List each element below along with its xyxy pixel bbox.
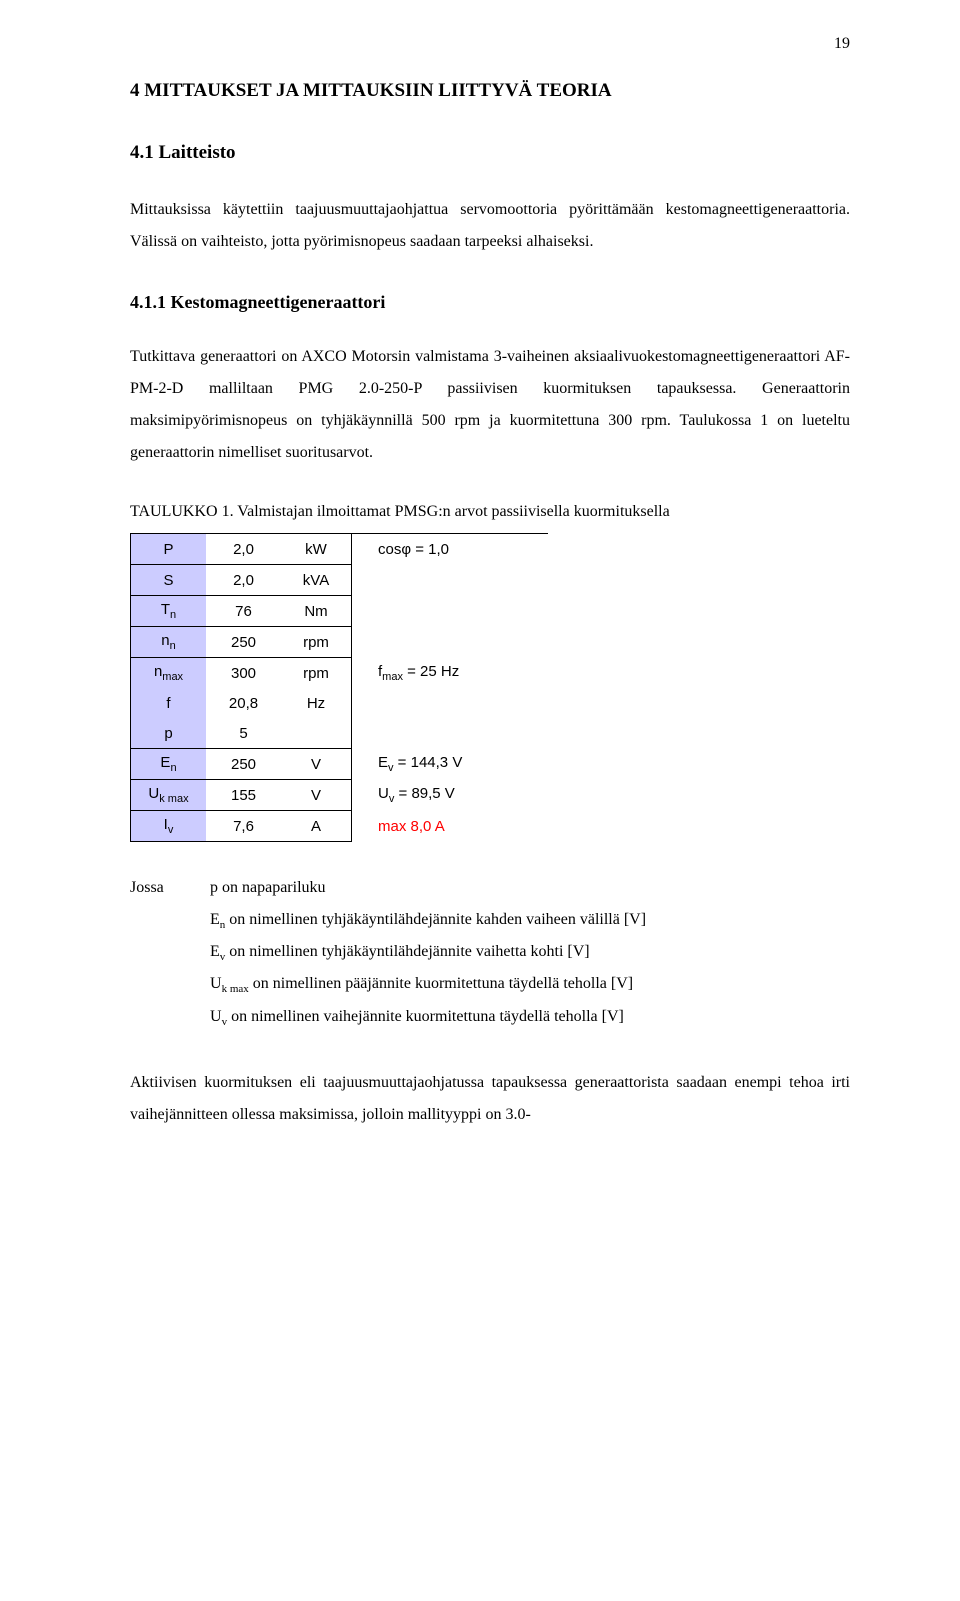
cell-symbol: p bbox=[131, 718, 207, 749]
paragraph-body: Tutkittava generaattori on AXCO Motorsin… bbox=[130, 341, 850, 469]
document-page: 19 4 MITTAUKSET JA MITTAUKSIIN LIITTYVÄ … bbox=[0, 0, 960, 1601]
definition-row: En on nimellinen tyhjäkäyntilähdejännite… bbox=[130, 904, 850, 936]
cell-unit bbox=[281, 718, 352, 749]
cell-value: 300 bbox=[206, 658, 281, 689]
cell-extra bbox=[352, 565, 549, 596]
heading-3: 4.1.1 Kestomagneettigeneraattori bbox=[130, 292, 850, 313]
paragraph-intro: Mittauksissa käytettiin taajuusmuuttajao… bbox=[130, 194, 850, 258]
cell-value: 250 bbox=[206, 627, 281, 658]
cell-extra bbox=[352, 688, 549, 718]
cell-extra: Uv = 89,5 V bbox=[352, 780, 549, 811]
cell-unit: Hz bbox=[281, 688, 352, 718]
definition-lead bbox=[130, 1001, 210, 1033]
cell-value: 250 bbox=[206, 749, 281, 780]
definition-lead bbox=[130, 968, 210, 1000]
cell-unit: kW bbox=[281, 534, 352, 565]
cell-unit: Nm bbox=[281, 596, 352, 627]
cell-symbol: f bbox=[131, 688, 207, 718]
definition-text: Uk max on nimellinen pääjännite kuormite… bbox=[210, 968, 850, 1000]
definition-row: Uk max on nimellinen pääjännite kuormite… bbox=[130, 968, 850, 1000]
cell-value: 155 bbox=[206, 780, 281, 811]
table-row: P2,0kWcosφ = 1,0 bbox=[131, 534, 549, 565]
cell-symbol: Iv bbox=[131, 811, 207, 842]
cell-value: 2,0 bbox=[206, 534, 281, 565]
table-row: p5 bbox=[131, 718, 549, 749]
cell-value: 7,6 bbox=[206, 811, 281, 842]
cell-symbol: En bbox=[131, 749, 207, 780]
definition-text: Ev on nimellinen tyhjäkäyntilähdejännite… bbox=[210, 936, 850, 968]
cell-unit: V bbox=[281, 780, 352, 811]
cell-symbol: Tn bbox=[131, 596, 207, 627]
cell-value: 2,0 bbox=[206, 565, 281, 596]
cell-value: 76 bbox=[206, 596, 281, 627]
definition-row: Ev on nimellinen tyhjäkäyntilähdejännite… bbox=[130, 936, 850, 968]
cell-unit: rpm bbox=[281, 627, 352, 658]
table-caption: TAULUKKO 1. Valmistajan ilmoittamat PMSG… bbox=[130, 503, 850, 521]
cell-unit: kVA bbox=[281, 565, 352, 596]
paragraph-tail: Aktiivisen kuormituksen eli taajuusmuutt… bbox=[130, 1067, 850, 1131]
table-row: En250VEv = 144,3 V bbox=[131, 749, 549, 780]
definition-lead bbox=[130, 936, 210, 968]
table-row: Iv7,6Amax 8,0 A bbox=[131, 811, 549, 842]
table-row: f20,8Hz bbox=[131, 688, 549, 718]
spec-table: P2,0kWcosφ = 1,0S2,0kVATn76Nmnn250rpmnma… bbox=[130, 533, 548, 842]
heading-1: 4 MITTAUKSET JA MITTAUKSIIN LIITTYVÄ TEO… bbox=[130, 80, 850, 102]
cell-symbol: nmax bbox=[131, 658, 207, 689]
definition-text: Uv on nimellinen vaihejännite kuormitett… bbox=[210, 1001, 850, 1033]
table-row: Uk max155VUv = 89,5 V bbox=[131, 780, 549, 811]
definition-row: Uv on nimellinen vaihejännite kuormitett… bbox=[130, 1001, 850, 1033]
spec-table-body: P2,0kWcosφ = 1,0S2,0kVATn76Nmnn250rpmnma… bbox=[131, 534, 549, 842]
definition-text: p on napapariluku bbox=[210, 872, 850, 904]
cell-extra: fmax = 25 Hz bbox=[352, 658, 549, 689]
definitions-block: Jossap on napaparilukuEn on nimellinen t… bbox=[130, 872, 850, 1033]
cell-unit: rpm bbox=[281, 658, 352, 689]
table-row: nn250rpm bbox=[131, 627, 549, 658]
page-number: 19 bbox=[834, 35, 850, 53]
cell-unit: A bbox=[281, 811, 352, 842]
cell-extra bbox=[352, 627, 549, 658]
cell-extra bbox=[352, 596, 549, 627]
definition-text: En on nimellinen tyhjäkäyntilähdejännite… bbox=[210, 904, 850, 936]
heading-2: 4.1 Laitteisto bbox=[130, 142, 850, 164]
cell-value: 20,8 bbox=[206, 688, 281, 718]
definition-lead bbox=[130, 904, 210, 936]
cell-symbol: S bbox=[131, 565, 207, 596]
cell-extra: max 8,0 A bbox=[352, 811, 549, 842]
cell-symbol: nn bbox=[131, 627, 207, 658]
cell-extra: cosφ = 1,0 bbox=[352, 534, 549, 565]
cell-unit: V bbox=[281, 749, 352, 780]
table-row: S2,0kVA bbox=[131, 565, 549, 596]
cell-extra: Ev = 144,3 V bbox=[352, 749, 549, 780]
table-row: Tn76Nm bbox=[131, 596, 549, 627]
cell-symbol: P bbox=[131, 534, 207, 565]
table-row: nmax300rpmfmax = 25 Hz bbox=[131, 658, 549, 689]
cell-value: 5 bbox=[206, 718, 281, 749]
cell-symbol: Uk max bbox=[131, 780, 207, 811]
cell-extra bbox=[352, 718, 549, 749]
definition-lead: Jossa bbox=[130, 872, 210, 904]
definition-row: Jossap on napapariluku bbox=[130, 872, 850, 904]
